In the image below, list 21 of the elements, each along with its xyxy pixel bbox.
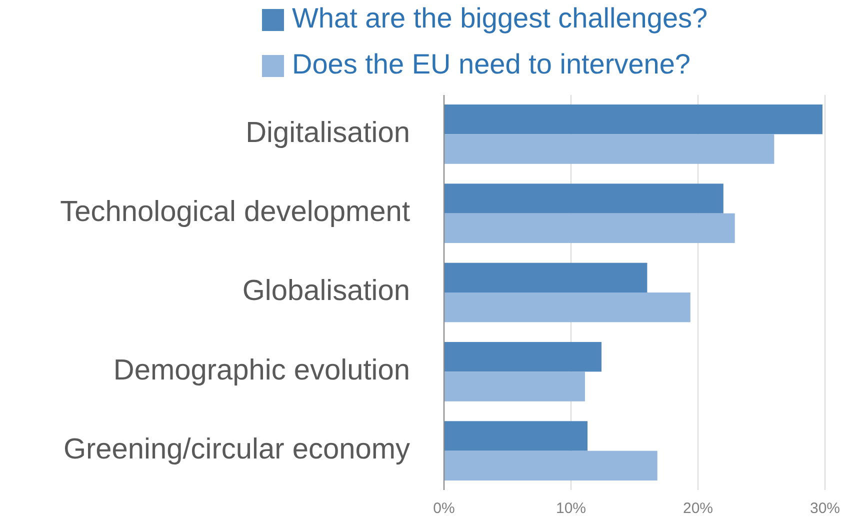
y-tick-label: Digitalisation	[246, 116, 410, 149]
x-tick-label: 30%	[810, 500, 840, 517]
bar	[444, 104, 822, 134]
bar	[444, 134, 774, 164]
bar	[444, 262, 648, 292]
y-tick-label: Demographic evolution	[113, 354, 410, 386]
bar	[444, 342, 602, 372]
bar	[444, 450, 658, 480]
x-tick-label: 20%	[682, 500, 714, 517]
y-tick-label: Technological development	[60, 196, 410, 228]
bar	[444, 292, 690, 322]
bar	[444, 184, 724, 214]
bar	[444, 421, 588, 451]
legend-label: What are the biggest challenges?	[292, 2, 708, 34]
bar	[444, 213, 735, 244]
x-tick-label: 10%	[556, 500, 586, 517]
bar	[444, 372, 585, 402]
y-tick-label: Globalisation	[242, 275, 410, 308]
legend-label: Does the EU need to intervene?	[292, 48, 690, 80]
x-tick-label: 0%	[433, 500, 455, 517]
y-tick-label: Greening/circular economy	[63, 433, 410, 466]
